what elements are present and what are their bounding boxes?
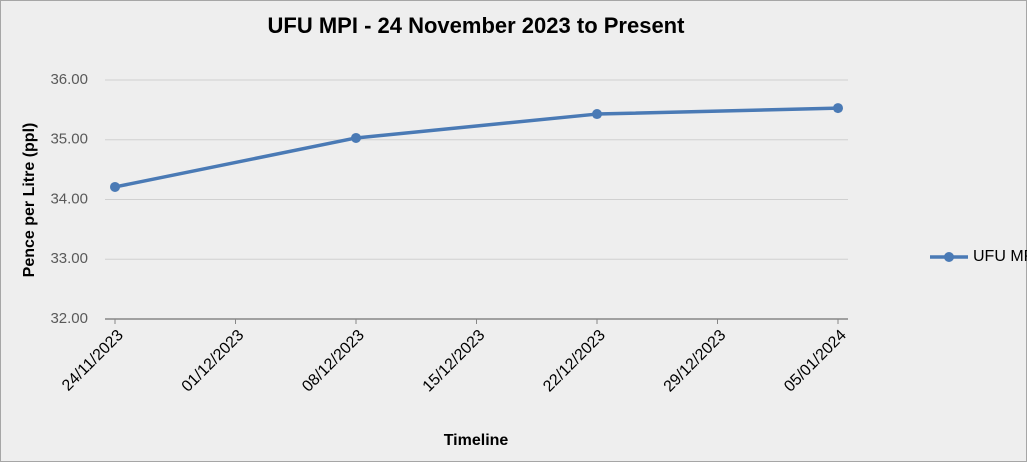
- data-point: [833, 103, 843, 114]
- y-tick-label: 34.00: [50, 190, 88, 207]
- y-tick-label: 36.00: [50, 71, 88, 88]
- y-tick-label: 32.00: [50, 310, 88, 327]
- y-tick-label: 33.00: [50, 250, 88, 267]
- data-point: [351, 132, 361, 143]
- chart-title: UFU MPI - 24 November 2023 to Present: [268, 13, 686, 38]
- data-point: [110, 181, 120, 192]
- data-point: [592, 109, 602, 120]
- series-line: [114, 106, 839, 189]
- legend-label: UFU MPI: [973, 248, 1027, 265]
- x-axis-title: Timeline: [444, 432, 509, 449]
- y-tick-label: 35.00: [50, 131, 88, 148]
- y-axis-title: Pence per Litre (ppl): [21, 123, 38, 278]
- legend-marker: [944, 252, 954, 262]
